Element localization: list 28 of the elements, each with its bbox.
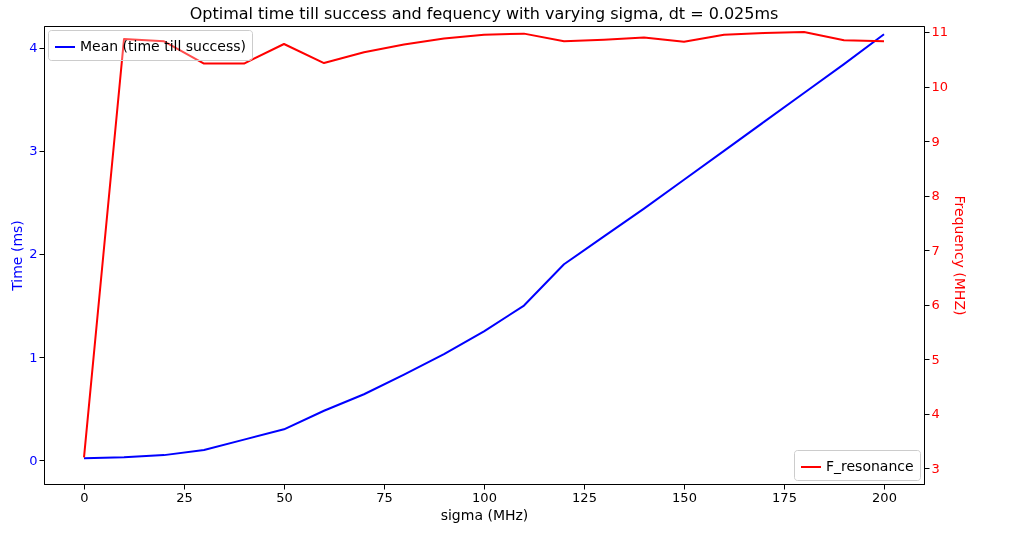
y2-tick-label: 10 xyxy=(931,79,949,95)
y2-tick-label: 5 xyxy=(931,351,940,367)
x-tick-label: 200 xyxy=(872,489,897,505)
y-tick-label: 4 xyxy=(29,40,38,56)
y-axis-title: Time (ms) xyxy=(9,220,26,292)
x-tick-label: 75 xyxy=(376,489,393,505)
x-tick-label: 0 xyxy=(80,489,89,505)
y-tick-label: 3 xyxy=(29,143,38,159)
x-tick-label: 50 xyxy=(276,489,293,505)
x-tick-label: 150 xyxy=(672,489,697,505)
y2-tick-label: 11 xyxy=(931,24,949,40)
y2-tick-label: 7 xyxy=(931,242,940,258)
y2-tick-label: 9 xyxy=(931,133,940,149)
y2-tick-label: 3 xyxy=(931,460,940,476)
x-axis-title: sigma (MHz) xyxy=(440,506,529,523)
y2-tick-label: 8 xyxy=(931,188,940,204)
y2-axis-title: Frequency (MHZ) xyxy=(952,195,969,316)
x-tick-label: 125 xyxy=(572,489,597,505)
y-tick-label: 0 xyxy=(29,452,38,468)
y2-tick-label: 4 xyxy=(931,406,940,422)
x-tick-label: 25 xyxy=(176,489,193,505)
x-tick-label: 100 xyxy=(472,489,497,505)
legend-label: F_resonance xyxy=(826,458,914,474)
x-tick-label: 175 xyxy=(772,489,797,505)
y-tick-label: 2 xyxy=(29,246,38,262)
chart-title: Optimal time till success and fequency with varying sigma, dt = 0.025ms xyxy=(189,4,779,23)
y-tick-label: 1 xyxy=(29,349,38,365)
y2-tick-label: 6 xyxy=(931,297,940,313)
